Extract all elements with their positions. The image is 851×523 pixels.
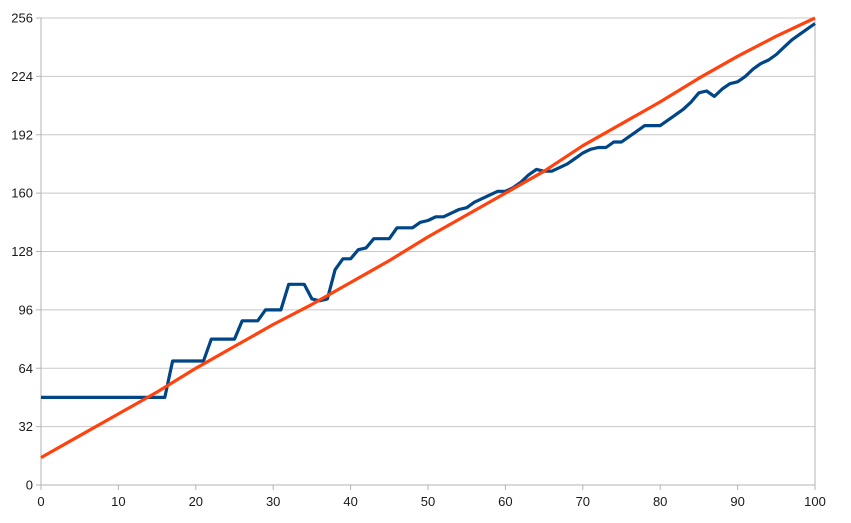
- y-tick-label: 160: [11, 186, 33, 201]
- x-tick-label: 50: [421, 494, 435, 509]
- y-tick-label: 192: [11, 127, 33, 142]
- x-tick-label: 40: [343, 494, 357, 509]
- y-tick-label: 96: [19, 302, 33, 317]
- x-tick-label: 20: [189, 494, 203, 509]
- x-tick-label: 10: [111, 494, 125, 509]
- x-tick-label: 30: [266, 494, 280, 509]
- series-linear-line: [40, 16, 816, 459]
- x-tick-label: 60: [498, 494, 512, 509]
- series-stepped-line: [41, 22, 816, 399]
- y-tick-label: 0: [26, 478, 33, 493]
- axes: [36, 17, 816, 490]
- x-tick-label: 90: [730, 494, 744, 509]
- y-tick-label: 224: [11, 69, 33, 84]
- x-tick-label: 70: [576, 494, 590, 509]
- x-axis-labels: 0 10 20 30 40 50 60 70 80 90 100: [37, 494, 825, 509]
- y-tick-label: 128: [11, 244, 33, 259]
- x-tick-label: 0: [37, 494, 44, 509]
- y-axis-labels: 0 32 64 96 128 160 192 224 256: [11, 11, 33, 493]
- y-tick-label: 32: [19, 419, 33, 434]
- x-tick-label: 80: [653, 494, 667, 509]
- x-tick-label: 100: [804, 494, 826, 509]
- data-series: [40, 16, 816, 459]
- y-tick-label: 256: [11, 11, 33, 26]
- gridlines: [41, 17, 815, 486]
- y-tick-label: 64: [19, 361, 33, 376]
